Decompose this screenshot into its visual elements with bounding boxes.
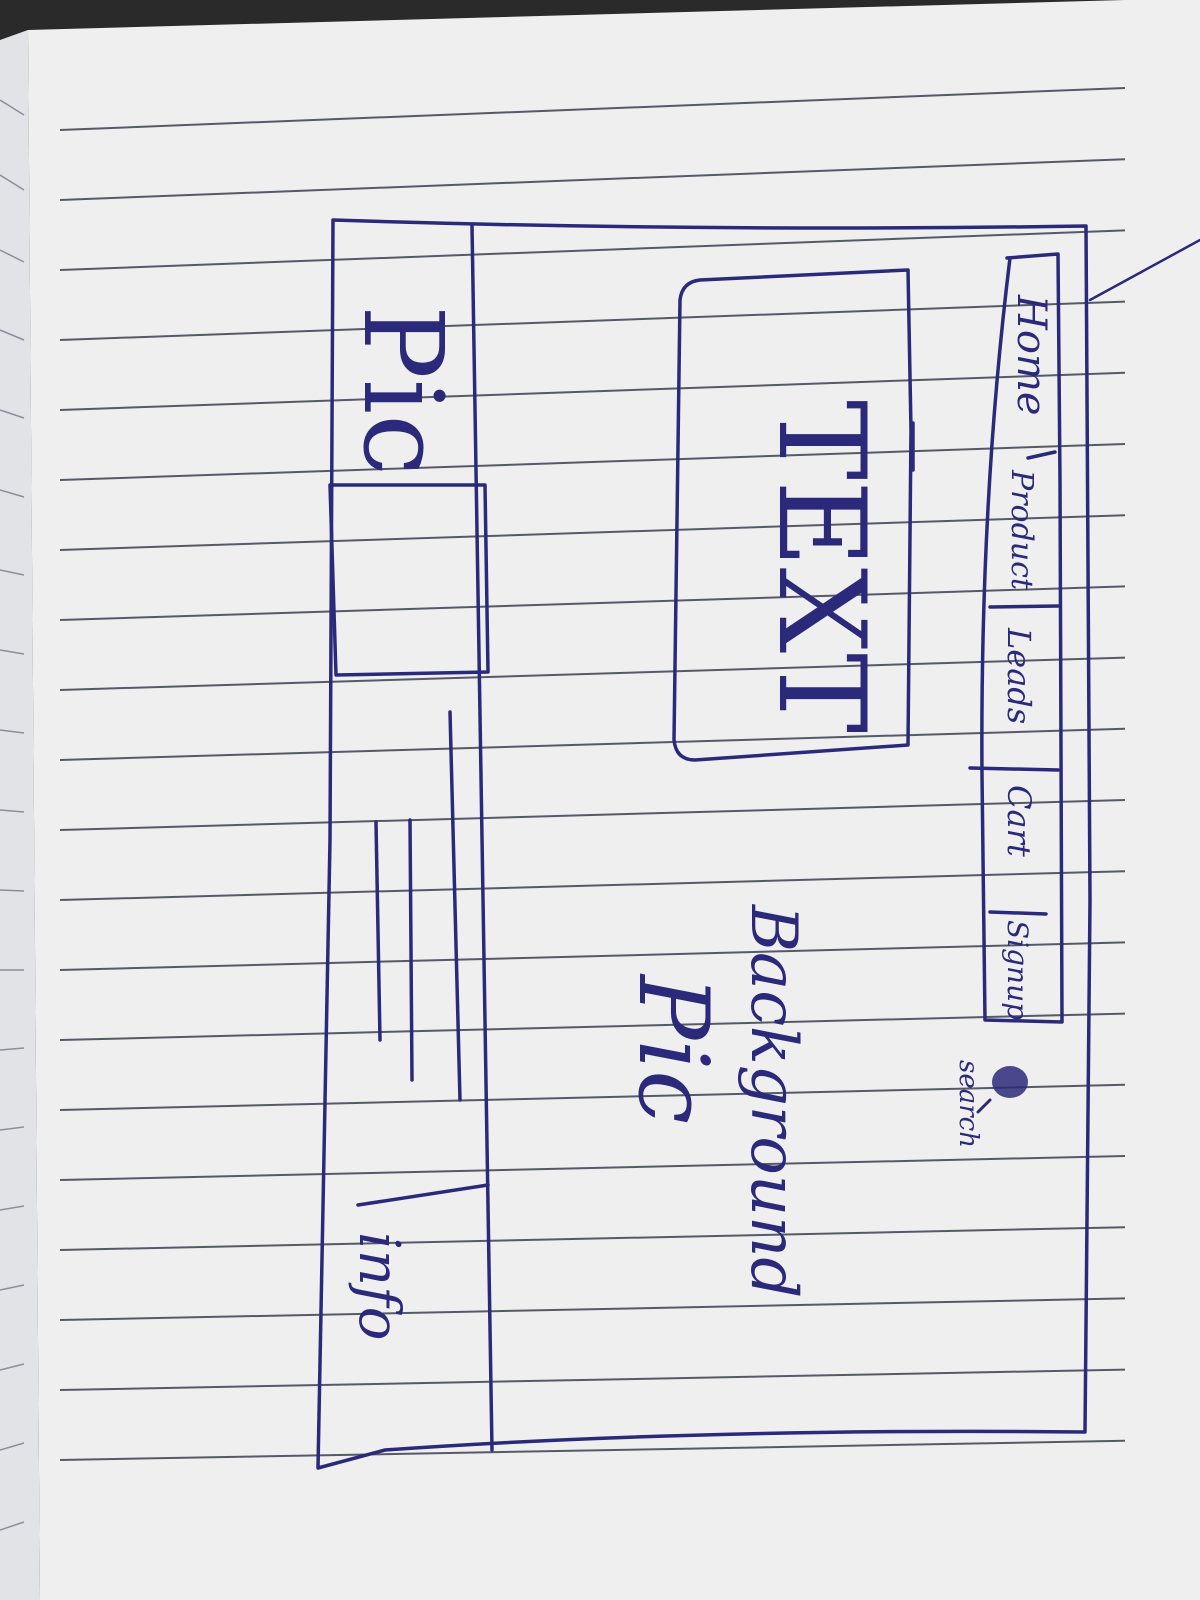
- ruled-line: [59, 514, 1126, 551]
- background-label-line1: Background: [736, 904, 810, 1298]
- search-icon: [976, 1066, 1028, 1114]
- ruled-line: [59, 1368, 1126, 1391]
- nav-item-leads: Leads: [1000, 627, 1038, 724]
- pen-stroke: [1088, 238, 1200, 302]
- ruled-line: [59, 941, 1126, 971]
- footer-pic-box: [328, 483, 490, 677]
- ruled-line: [59, 799, 1126, 831]
- footer-info-label: info: [346, 1232, 411, 1340]
- footer-pic-label: Pic: [339, 305, 467, 476]
- ruled-line: [59, 1083, 1126, 1111]
- ruled-line: [59, 870, 1126, 901]
- nav-bar: [980, 252, 1064, 1024]
- nav-item-product: Product: [1004, 469, 1039, 591]
- ruled-line: [59, 443, 1126, 481]
- footer-text-line: [448, 710, 462, 1102]
- notebook-left-page: [0, 30, 40, 1600]
- nav-separator: [1026, 450, 1057, 460]
- ruled-lines: [59, 87, 1126, 1461]
- search-label: search: [953, 1060, 983, 1148]
- ruled-line: [59, 371, 1126, 411]
- nav-separator: [988, 604, 1060, 609]
- ruled-line: [59, 158, 1126, 201]
- background-label-line2: Pic: [617, 973, 729, 1124]
- footer-strip: [470, 223, 494, 1452]
- nav-item-cart: Cart: [1000, 785, 1038, 857]
- nav-separator: [988, 910, 1048, 916]
- ruled-line: [59, 1155, 1126, 1181]
- footer-text-line: [374, 820, 382, 1042]
- ruled-line: [59, 1297, 1126, 1321]
- ruled-line: [59, 1439, 1126, 1461]
- nav-separator: [968, 766, 1060, 772]
- ruled-line: [59, 727, 1126, 761]
- nav-item-home: Home: [1008, 294, 1054, 416]
- text-box: [672, 268, 913, 762]
- text-box-label: TEXT: [751, 400, 890, 733]
- nav-item-signup: Signup: [1001, 920, 1034, 1020]
- footer-text-line: [408, 818, 414, 1082]
- ruled-line: [59, 87, 1126, 131]
- left-page-lines: [0, 99, 25, 1531]
- ruled-line: [59, 585, 1126, 621]
- ruled-line: [59, 300, 1126, 341]
- website-frame: [316, 218, 1092, 1470]
- footer-separator: [356, 1183, 490, 1207]
- ruled-line: [59, 656, 1126, 691]
- ruled-line: [59, 1226, 1126, 1251]
- ruled-line: [59, 229, 1126, 271]
- ruled-line: [59, 1012, 1126, 1041]
